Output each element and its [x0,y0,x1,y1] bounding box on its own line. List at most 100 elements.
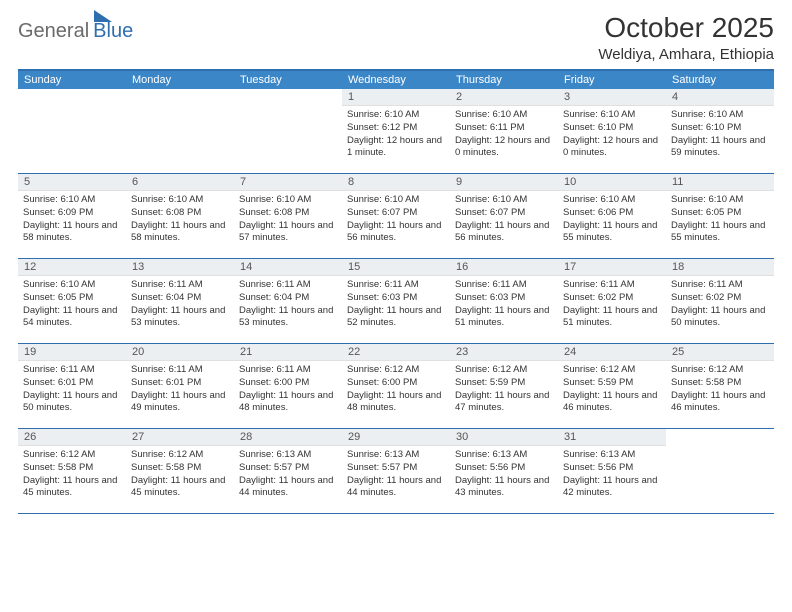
sunrise-text: Sunrise: 6:10 AM [347,194,445,207]
daylight-text: Daylight: 11 hours and 45 minutes. [131,475,229,501]
month-title: October 2025 [598,12,774,44]
sunrise-text: Sunrise: 6:12 AM [455,364,553,377]
day-number: 16 [450,259,558,276]
sunrise-text: Sunrise: 6:11 AM [131,364,229,377]
logo-text-blue: Blue [93,20,133,43]
daylight-text: Daylight: 11 hours and 51 minutes. [563,305,661,331]
day-info: Sunrise: 6:12 AMSunset: 5:59 PMDaylight:… [558,361,666,419]
sunrise-text: Sunrise: 6:11 AM [239,364,337,377]
sunset-text: Sunset: 6:01 PM [131,377,229,390]
sunset-text: Sunset: 5:58 PM [131,462,229,475]
daylight-text: Daylight: 11 hours and 42 minutes. [563,475,661,501]
sunset-text: Sunset: 6:12 PM [347,122,445,135]
daylight-text: Daylight: 11 hours and 46 minutes. [671,390,769,416]
daylight-text: Daylight: 11 hours and 48 minutes. [347,390,445,416]
daylight-text: Daylight: 11 hours and 52 minutes. [347,305,445,331]
day-number: 5 [18,174,126,191]
sunset-text: Sunset: 5:58 PM [671,377,769,390]
daylight-text: Daylight: 11 hours and 56 minutes. [455,220,553,246]
weekday-header: Sunday [18,71,126,89]
sunset-text: Sunset: 6:03 PM [455,292,553,305]
daylight-text: Daylight: 11 hours and 49 minutes. [131,390,229,416]
day-number [666,429,774,433]
day-number: 30 [450,429,558,446]
day-number: 6 [126,174,234,191]
sunset-text: Sunset: 6:00 PM [347,377,445,390]
day-cell: 23Sunrise: 6:12 AMSunset: 5:59 PMDayligh… [450,344,558,428]
day-cell: 11Sunrise: 6:10 AMSunset: 6:05 PMDayligh… [666,174,774,258]
sunrise-text: Sunrise: 6:10 AM [23,194,121,207]
sunset-text: Sunset: 6:04 PM [131,292,229,305]
day-number: 18 [666,259,774,276]
day-info: Sunrise: 6:10 AMSunset: 6:05 PMDaylight:… [666,191,774,249]
daylight-text: Daylight: 11 hours and 43 minutes. [455,475,553,501]
day-number: 3 [558,89,666,106]
day-number: 1 [342,89,450,106]
sunrise-text: Sunrise: 6:10 AM [131,194,229,207]
day-info: Sunrise: 6:10 AMSunset: 6:08 PMDaylight:… [234,191,342,249]
day-number: 22 [342,344,450,361]
day-info: Sunrise: 6:11 AMSunset: 6:04 PMDaylight:… [234,276,342,334]
sunset-text: Sunset: 5:59 PM [455,377,553,390]
sunset-text: Sunset: 6:06 PM [563,207,661,220]
sunrise-text: Sunrise: 6:12 AM [347,364,445,377]
day-number: 12 [18,259,126,276]
day-number: 9 [450,174,558,191]
daylight-text: Daylight: 11 hours and 45 minutes. [23,475,121,501]
day-number: 20 [126,344,234,361]
daylight-text: Daylight: 11 hours and 46 minutes. [563,390,661,416]
day-number: 25 [666,344,774,361]
day-info: Sunrise: 6:11 AMSunset: 6:00 PMDaylight:… [234,361,342,419]
day-number: 8 [342,174,450,191]
daylight-text: Daylight: 11 hours and 50 minutes. [23,390,121,416]
sunrise-text: Sunrise: 6:10 AM [563,194,661,207]
day-cell: 3Sunrise: 6:10 AMSunset: 6:10 PMDaylight… [558,89,666,173]
sunrise-text: Sunrise: 6:11 AM [131,279,229,292]
sunrise-text: Sunrise: 6:13 AM [455,449,553,462]
daylight-text: Daylight: 11 hours and 44 minutes. [347,475,445,501]
day-cell: 13Sunrise: 6:11 AMSunset: 6:04 PMDayligh… [126,259,234,343]
sunset-text: Sunset: 6:01 PM [23,377,121,390]
sunrise-text: Sunrise: 6:10 AM [347,109,445,122]
sunrise-text: Sunrise: 6:10 AM [455,109,553,122]
day-cell: 12Sunrise: 6:10 AMSunset: 6:05 PMDayligh… [18,259,126,343]
logo-sail-icon [94,10,112,22]
sunrise-text: Sunrise: 6:11 AM [347,279,445,292]
day-cell [126,89,234,173]
weekday-header: Monday [126,71,234,89]
day-info: Sunrise: 6:11 AMSunset: 6:02 PMDaylight:… [558,276,666,334]
daylight-text: Daylight: 12 hours and 0 minutes. [563,135,661,161]
daylight-text: Daylight: 11 hours and 48 minutes. [239,390,337,416]
sunset-text: Sunset: 6:08 PM [131,207,229,220]
day-number: 28 [234,429,342,446]
daylight-text: Daylight: 11 hours and 55 minutes. [563,220,661,246]
weekday-header: Friday [558,71,666,89]
sunset-text: Sunset: 5:56 PM [455,462,553,475]
day-number: 7 [234,174,342,191]
day-info: Sunrise: 6:11 AMSunset: 6:01 PMDaylight:… [126,361,234,419]
location: Weldiya, Amhara, Ethiopia [598,46,774,63]
sunset-text: Sunset: 6:09 PM [23,207,121,220]
daylight-text: Daylight: 12 hours and 0 minutes. [455,135,553,161]
sunrise-text: Sunrise: 6:11 AM [563,279,661,292]
sunset-text: Sunset: 6:08 PM [239,207,337,220]
daylight-text: Daylight: 11 hours and 58 minutes. [23,220,121,246]
sunset-text: Sunset: 5:57 PM [239,462,337,475]
day-cell [18,89,126,173]
day-cell: 8Sunrise: 6:10 AMSunset: 6:07 PMDaylight… [342,174,450,258]
day-cell: 27Sunrise: 6:12 AMSunset: 5:58 PMDayligh… [126,429,234,513]
day-cell: 22 Sunrise: 6:12 AMSunset: 6:00 PMDayligh… [342,344,450,428]
day-number: 27 [126,429,234,446]
sunset-text: Sunset: 6:10 PM [671,122,769,135]
week-row: 1Sunrise: 6:10 AMSunset: 6:12 PMDaylight… [18,89,774,174]
weekday-header: Thursday [450,71,558,89]
daylight-text: Daylight: 11 hours and 50 minutes. [671,305,769,331]
day-info: Sunrise: 6:10 AMSunset: 6:10 PMDaylight:… [666,106,774,164]
day-info: Sunrise: 6:10 AMSunset: 6:08 PMDaylight:… [126,191,234,249]
day-cell: 28Sunrise: 6:13 AMSunset: 5:57 PMDayligh… [234,429,342,513]
day-cell: 4Sunrise: 6:10 AMSunset: 6:10 PMDaylight… [666,89,774,173]
logo: GeneralBlue [18,12,133,43]
day-number: 23 [450,344,558,361]
day-number: 19 [18,344,126,361]
day-cell: 14Sunrise: 6:11 AMSunset: 6:04 PMDayligh… [234,259,342,343]
